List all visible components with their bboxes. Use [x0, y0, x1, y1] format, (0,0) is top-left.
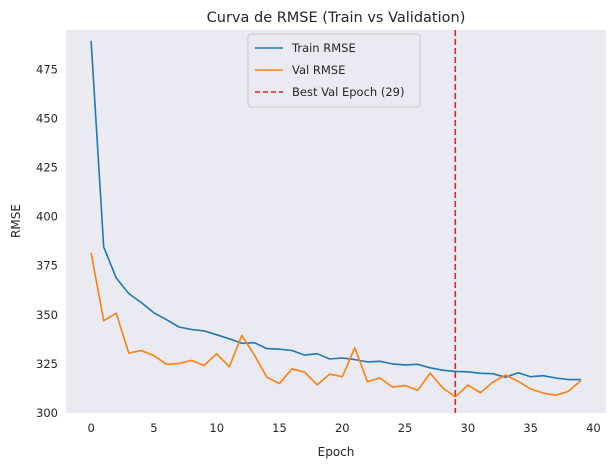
legend-label: Train RMSE [291, 41, 356, 55]
x-axis-label: Epoch [318, 445, 355, 459]
legend: Train RMSE Val RMSE Best Val Epoch (29) [247, 33, 421, 108]
y-tick-label: 425 [36, 160, 58, 174]
x-tick-label: 15 [272, 421, 287, 435]
x-tick-labels: 0 5 10 15 20 25 30 35 40 [87, 421, 600, 435]
legend-label: Best Val Epoch (29) [292, 85, 404, 99]
x-tick-label: 35 [523, 421, 538, 435]
val-rmse-line [90, 252, 582, 398]
y-tick-label: 450 [36, 111, 58, 125]
x-tick-label: 0 [87, 421, 94, 435]
x-tick-label: 5 [150, 421, 157, 435]
x-tick-label: 40 [586, 421, 601, 435]
legend-frame [247, 33, 421, 108]
chart-title: Curva de RMSE (Train vs Validation) [207, 10, 466, 26]
x-tick-label: 10 [209, 421, 224, 435]
y-tick-label: 475 [36, 62, 58, 76]
legend-label: Val RMSE [292, 63, 345, 77]
train-rmse-line [90, 40, 581, 381]
x-tick-label: 30 [461, 421, 476, 435]
y-tick-label: 325 [36, 357, 58, 371]
y-tick-labels: 300 325 350 375 400 425 450 475 [36, 62, 58, 420]
series-lines [90, 40, 582, 398]
x-tick-label: 20 [335, 421, 350, 435]
x-tick-label: 25 [398, 421, 413, 435]
y-tick-label: 350 [36, 308, 58, 322]
y-tick-label: 375 [36, 259, 58, 273]
y-tick-label: 400 [36, 210, 58, 224]
y-tick-label: 300 [36, 406, 58, 420]
y-axis-label: RMSE [9, 204, 23, 238]
